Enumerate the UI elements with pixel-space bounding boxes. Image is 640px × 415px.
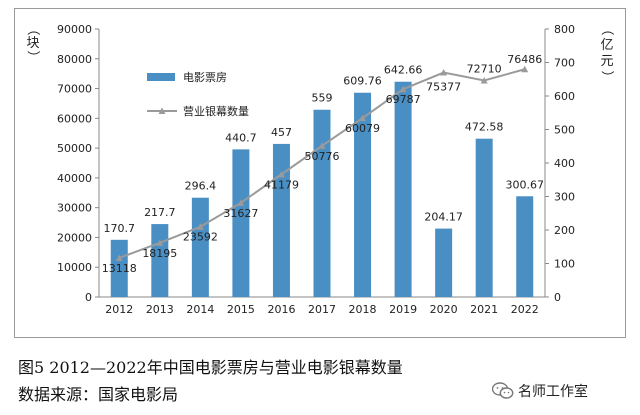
left-axis-tick-label: 90000 [57,23,92,36]
bar-box-office [435,228,453,297]
legend-bar-label: 电影票房 [183,71,227,84]
bar-data-label: 559 [312,92,333,105]
right-axis-title: 元 [600,54,613,69]
bar-box-office [110,239,128,297]
right-axis-tick-label: 0 [554,291,561,304]
line-marker [237,199,245,206]
bar-data-label: 472.58 [465,121,504,134]
bar-data-label: 300.67 [505,178,544,191]
line-marker [196,223,204,230]
right-axis-tick-label: 400 [554,157,575,170]
line-data-label: 23592 [183,231,218,244]
x-axis-tick-label: 2013 [146,303,174,316]
line-data-label: 18195 [142,247,177,260]
line-data-label: 75377 [426,81,461,94]
line-data-label: 13118 [102,262,137,275]
combo-chart: 0100002000030000400005000060000700008000… [25,22,614,316]
bar-box-office [516,196,534,297]
x-axis-tick-label: 2018 [349,303,377,316]
bar-data-label: 440.7 [225,131,257,144]
x-axis-tick-label: 2014 [186,303,214,316]
left-axis-tick-label: 70000 [57,83,92,96]
line-marker [440,69,448,76]
right-axis-tick-label: 600 [554,90,575,103]
left-axis-tick-label: 10000 [57,261,92,274]
line-data-label: 31627 [223,207,258,220]
line-data-label: 69787 [386,93,421,106]
bar-box-office [151,224,169,297]
bar-data-label: 217.7 [144,206,176,219]
right-axis-tick-label: 200 [554,224,575,237]
line-marker [277,170,285,178]
line-data-label: 41179 [264,178,299,191]
legend-line-label: 营业银幕数量 [183,104,249,118]
left-axis-tick-label: 50000 [57,142,92,155]
bar-data-label: 609.76 [343,75,382,88]
x-axis-tick-label: 2016 [267,303,295,316]
right-axis-title: ） [599,70,614,83]
x-axis-tick-label: 2020 [430,303,458,316]
left-axis-title: 块 [26,36,39,51]
watermark-text: 名师工作室 [518,384,588,400]
bar-box-office [475,138,493,297]
left-axis-tick-label: 30000 [57,202,92,215]
right-axis-tick-label: 800 [554,23,575,36]
line-marker [156,239,164,246]
x-axis-tick-label: 2019 [389,303,417,316]
bar-data-label: 457 [271,126,292,139]
figure-caption: 图5 2012—2022年中国电影票房与营业电影银幕数量 [18,358,403,377]
bar-box-office [272,143,290,297]
bar-box-office [313,109,331,297]
chart-frame: 0 10000 20000 30000 40000 50000 60000 70000 8000… [14,8,626,338]
bar-box-office [354,92,372,297]
left-axis-tick-label: 80000 [57,53,92,66]
line-marker [480,76,488,84]
line-data-label: 76486 [507,53,542,66]
left-axis-tick-label: 40000 [57,172,92,185]
bar-box-office [191,197,209,297]
left-axis-tick-label: 60000 [57,112,92,125]
line-marker [399,85,407,93]
bar-data-label: 204.17 [424,211,463,224]
line-marker [521,65,529,73]
x-axis-tick-label: 2012 [105,303,133,316]
legend-line-marker [158,107,166,114]
line-data-label: 72710 [467,62,502,75]
right-axis-tick-label: 100 [554,258,575,271]
left-axis-title: （ [25,22,40,35]
left-axis-tick-label: 20000 [57,231,92,244]
watermark: 名师工作室 [492,381,588,401]
right-axis-title: （ [599,22,614,35]
line-marker [318,142,326,149]
x-axis-tick-label: 2017 [308,303,336,316]
right-axis-tick-label: 700 [554,57,575,70]
data-source-note: 数据来源：国家电影局 [18,385,179,404]
right-axis-title: 亿 [600,38,613,53]
x-axis-tick-label: 2022 [511,303,539,316]
wechat-icon [492,382,514,399]
bar-data-label: 642.66 [384,64,423,77]
line-data-label: 50776 [305,150,340,163]
line-data-label: 60079 [345,122,380,135]
right-axis-tick-label: 500 [554,124,575,137]
bar-data-label: 296.4 [185,180,217,193]
legend-bar-swatch [147,73,175,81]
bar-data-label: 170.7 [104,222,136,235]
bar-box-office [394,81,412,298]
left-axis-tick-label: 0 [85,291,92,304]
x-axis-tick-label: 2015 [227,303,255,316]
line-marker [359,114,367,122]
right-axis-tick-label: 300 [554,191,575,204]
left-axis-title: ） [25,50,40,63]
bar-box-office [232,149,250,297]
x-axis-tick-label: 2021 [470,303,498,316]
line-marker [115,254,123,261]
